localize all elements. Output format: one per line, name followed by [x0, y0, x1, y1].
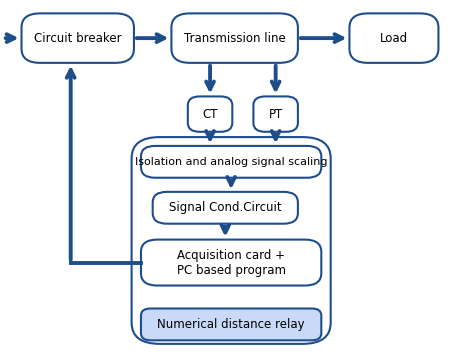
- FancyBboxPatch shape: [172, 13, 298, 63]
- FancyBboxPatch shape: [188, 97, 232, 132]
- Text: CT: CT: [202, 108, 218, 121]
- Text: Isolation and analog signal scaling: Isolation and analog signal scaling: [135, 157, 328, 167]
- FancyBboxPatch shape: [254, 97, 298, 132]
- Text: Acquisition card +
PC based program: Acquisition card + PC based program: [177, 248, 286, 276]
- FancyBboxPatch shape: [141, 146, 321, 178]
- FancyBboxPatch shape: [141, 308, 321, 340]
- Text: PT: PT: [269, 108, 283, 121]
- Text: Numerical distance relay: Numerical distance relay: [157, 318, 305, 331]
- Text: Transmission line: Transmission line: [184, 32, 285, 45]
- FancyBboxPatch shape: [141, 239, 321, 285]
- Text: Circuit breaker: Circuit breaker: [34, 32, 121, 45]
- FancyBboxPatch shape: [153, 192, 298, 224]
- FancyBboxPatch shape: [349, 13, 438, 63]
- Text: Load: Load: [380, 32, 408, 45]
- FancyBboxPatch shape: [21, 13, 134, 63]
- Text: Signal Cond.Circuit: Signal Cond.Circuit: [169, 201, 282, 214]
